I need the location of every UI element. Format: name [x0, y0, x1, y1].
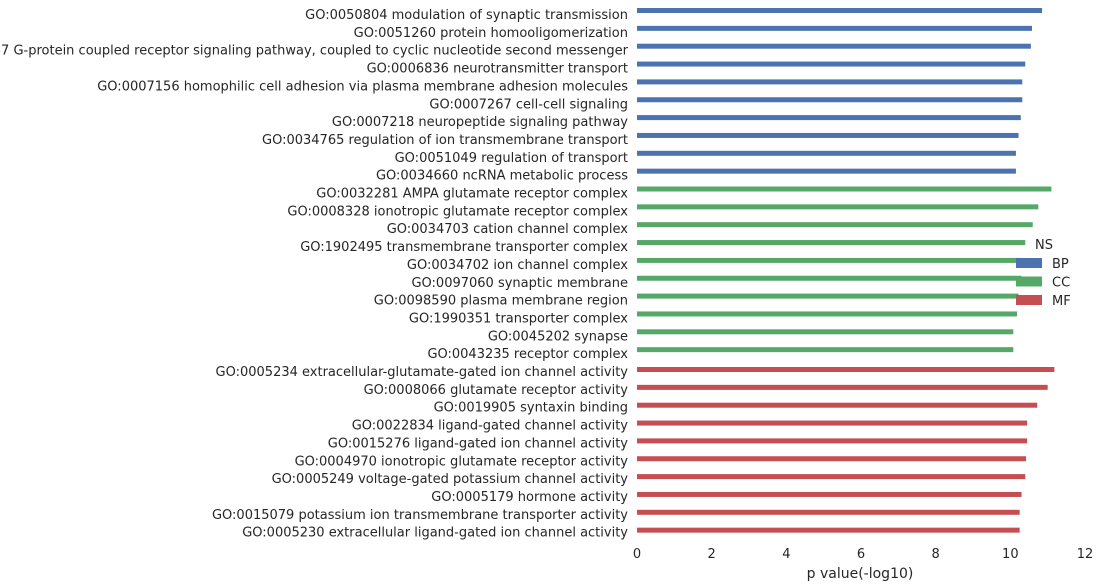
legend-swatch-bp	[1016, 258, 1042, 268]
bar-cc	[637, 275, 1022, 281]
legend: NS BP CC MF	[1016, 238, 1071, 309]
x-tick-label: 8	[932, 547, 940, 562]
bar-bp	[637, 168, 1016, 174]
category-label: GO:0034765 regulation of ion transmembra…	[262, 133, 628, 148]
category-label: GO:0007156 homophilic cell adhesion via …	[97, 79, 628, 94]
bar-cc	[637, 240, 1026, 246]
legend-swatch-mf	[1016, 295, 1042, 305]
category-label: GO:0019905 syntaxin binding	[434, 401, 628, 416]
category-label: GO:0005249 voltage-gated potassium chann…	[272, 472, 629, 487]
x-tick-label: 6	[857, 547, 865, 562]
bar-mf	[637, 474, 1026, 480]
legend-label-cc: CC	[1052, 276, 1070, 291]
bar-bp	[637, 25, 1032, 31]
category-label: GO:0051049 regulation of transport	[395, 151, 628, 166]
legend-title: NS	[1035, 238, 1053, 253]
x-tick-label: 12	[1077, 547, 1094, 562]
bar-cc	[637, 186, 1052, 192]
bar-mf	[637, 456, 1027, 462]
category-label: GO:0015276 ligand-gated ion channel acti…	[328, 436, 629, 451]
bar-bp	[637, 150, 1016, 156]
category-label: GO:0097060 synaptic membrane	[411, 276, 628, 291]
category-label: GO:0004970 ionotropic glutamate receptor…	[295, 454, 629, 469]
bar-cc	[637, 347, 1014, 353]
bar-cc	[637, 222, 1033, 228]
bar-mf	[637, 402, 1038, 408]
bar-mf	[637, 509, 1020, 515]
category-label: GO:0005179 hormone activity	[431, 490, 628, 505]
bar-bp	[637, 97, 1023, 103]
category-label: GO:0007218 neuropeptide signaling pathwa…	[332, 115, 628, 130]
x-tick-label: 0	[633, 547, 641, 562]
category-label: GO:0051260 protein homooligomerization	[354, 26, 628, 41]
bar-cc	[637, 311, 1018, 317]
bar-mf	[637, 527, 1020, 533]
category-label: GO:0008328 ionotropic glutamate receptor…	[287, 204, 628, 219]
bar-mf	[637, 384, 1048, 390]
category-label: GO:1902495 transmembrane transporter com…	[300, 240, 628, 255]
category-label: GO:1990351 transporter complex	[409, 311, 628, 326]
category-label: GO:0043235 receptor complex	[427, 347, 628, 362]
category-label: GO:0034702 ion channel complex	[407, 258, 628, 273]
bar-bp	[637, 132, 1019, 138]
bar-mf	[637, 420, 1028, 426]
bar-bp	[637, 61, 1026, 67]
bar-cc	[637, 204, 1039, 210]
x-tick-label: 2	[708, 547, 716, 562]
category-label: GO:0022834 ligand-gated channel activity	[352, 419, 629, 434]
category-label: GO:0007187 G-protein coupled receptor si…	[0, 44, 629, 59]
bar-cc	[637, 293, 1019, 299]
category-label: GO:0005230 extracellular ligand-gated io…	[242, 526, 628, 541]
category-label: GO:0008066 glutamate receptor activity	[364, 383, 629, 398]
bar-mf	[637, 491, 1022, 497]
bar-cc	[637, 329, 1014, 335]
bar-mf	[637, 367, 1055, 372]
category-label: GO:0015079 potassium ion transmembrane t…	[212, 508, 628, 523]
bar-mf	[637, 438, 1028, 444]
bars-group	[637, 8, 1055, 533]
category-label: GO:0034703 cation channel complex	[387, 222, 629, 237]
category-label: GO:0006836 neurotransmitter transport	[367, 62, 628, 77]
category-label: GO:0098590 plasma membrane region	[374, 294, 628, 309]
legend-label-mf: MF	[1052, 294, 1071, 309]
x-axis-title: p value(-log10)	[807, 566, 914, 582]
category-label: GO:0005234 extracellular-glutamate-gated…	[216, 365, 629, 380]
x-tick-labels-group: 0 2 4 6 8 10 12	[633, 547, 1093, 562]
category-label: GO:0007267 cell-cell signaling	[429, 97, 628, 112]
x-tick-label: 10	[1002, 547, 1019, 562]
legend-label-bp: BP	[1052, 257, 1069, 272]
bar-bp	[637, 79, 1023, 85]
bar-bp	[637, 43, 1031, 49]
category-label: GO:0045202 synapse	[488, 329, 628, 344]
category-label: GO:0032281 AMPA glutamate receptor compl…	[316, 187, 628, 202]
category-label: GO:0034660 ncRNA metabolic process	[376, 169, 628, 184]
category-label: GO:0050804 modulation of synaptic transm…	[305, 8, 628, 23]
bar-cc	[637, 257, 1023, 263]
category-labels-group: GO:0050804 modulation of synaptic transm…	[0, 8, 629, 541]
bar-bp	[637, 115, 1021, 121]
x-tick-label: 4	[782, 547, 790, 562]
legend-swatch-cc	[1016, 276, 1042, 287]
bar-bp	[637, 8, 1043, 13]
